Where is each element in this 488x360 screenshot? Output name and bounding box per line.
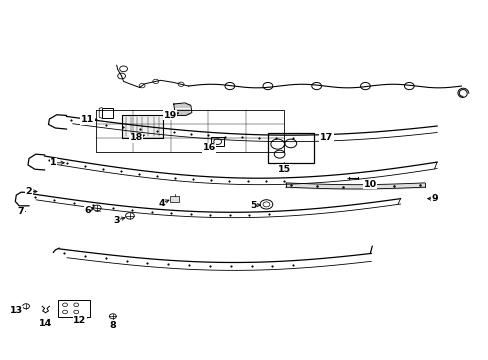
Text: 2: 2 [25,187,32,196]
Text: 11: 11 [81,115,94,124]
Bar [211,137,224,146]
Bar [58,300,90,317]
Bar [267,134,314,163]
Text: 6: 6 [84,206,91,215]
Text: 10: 10 [363,180,376,189]
Text: 8: 8 [109,321,116,330]
Text: 7: 7 [18,207,24,216]
Text: 5: 5 [249,201,256,210]
Text: 16: 16 [203,143,216,152]
Text: 14: 14 [39,319,52,328]
Text: 4: 4 [158,199,164,208]
Text: 12: 12 [73,316,86,325]
Bar [102,108,113,118]
Text: 1: 1 [50,158,57,167]
Text: 19: 19 [163,111,177,120]
Text: 15: 15 [277,165,290,174]
Text: 17: 17 [319,133,332,142]
Text: 13: 13 [10,306,23,315]
Text: 9: 9 [430,194,437,203]
Text: 18: 18 [129,133,142,142]
Bar [122,116,163,138]
Bar [170,197,179,202]
Text: 3: 3 [113,216,120,225]
